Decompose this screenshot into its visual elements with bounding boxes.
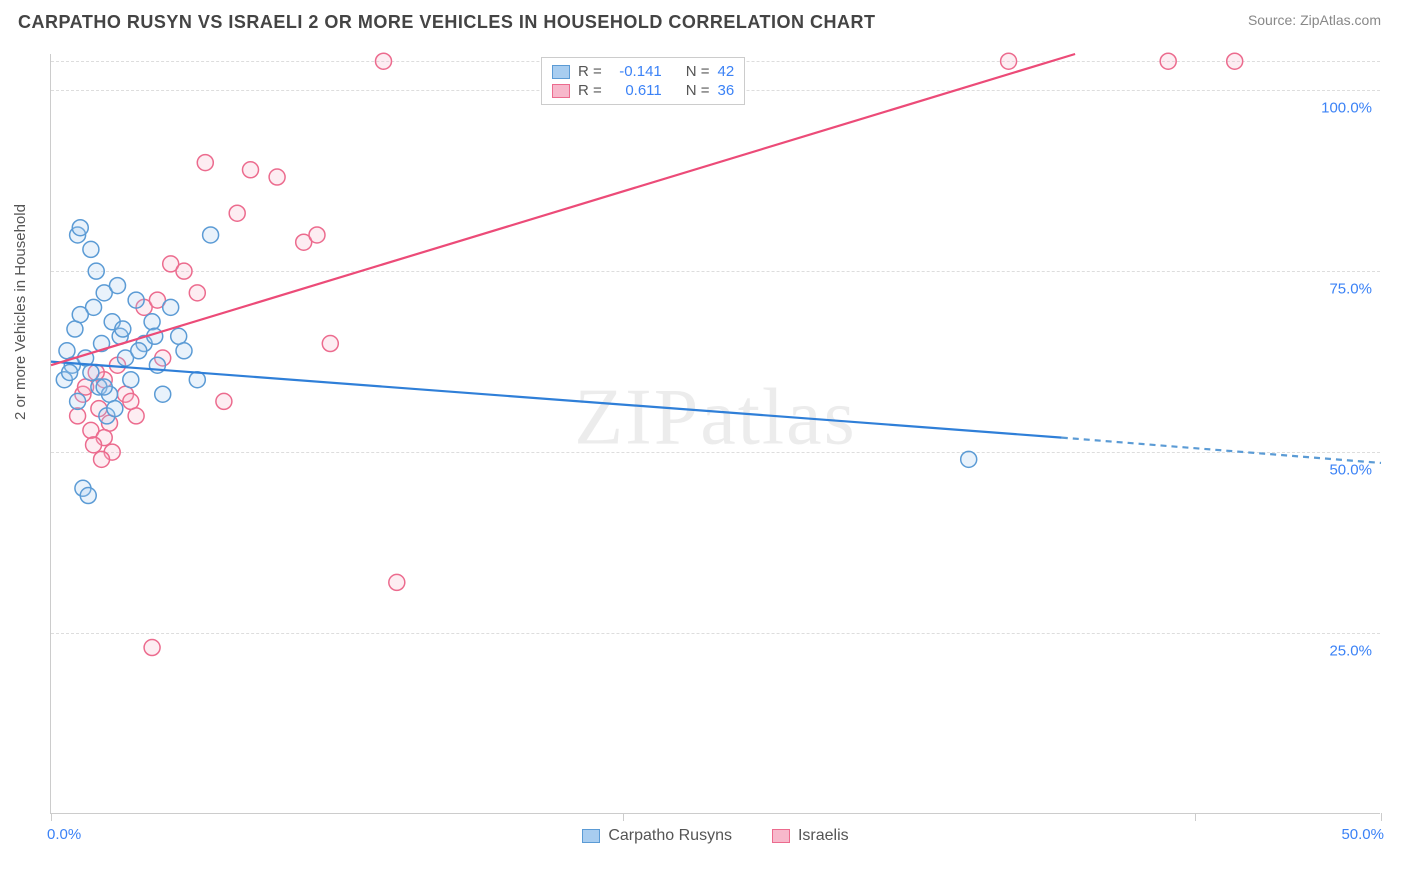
- source-attribution: Source: ZipAtlas.com: [1248, 12, 1381, 28]
- x-tick-min: 0.0%: [47, 826, 81, 843]
- legend-row-blue: R = -0.141 N = 42: [552, 62, 734, 81]
- y-axis-label: 2 or more Vehicles in Household: [12, 204, 29, 420]
- chart-title: CARPATHO RUSYN VS ISRAELI 2 OR MORE VEHI…: [18, 12, 876, 33]
- x-tick-max: 50.0%: [1341, 826, 1384, 843]
- series-legend: Carpatho Rusyns Israelis: [51, 827, 1380, 845]
- chart-plot-area: ZIPatlas 25.0%50.0%75.0%100.0% R = -0.14…: [50, 54, 1380, 814]
- legend-item-blue: Carpatho Rusyns: [582, 827, 732, 845]
- legend-item-pink: Israelis: [772, 827, 849, 845]
- scatter-plot-svg: [51, 54, 1380, 813]
- legend-swatch-pink-icon: [772, 829, 790, 843]
- legend-swatch-pink: [552, 84, 570, 98]
- legend-row-pink: R = 0.611 N = 36: [552, 81, 734, 100]
- correlation-legend: R = -0.141 N = 42 R = 0.611 N = 36: [541, 57, 745, 105]
- legend-swatch-blue: [552, 65, 570, 79]
- legend-swatch-blue-icon: [582, 829, 600, 843]
